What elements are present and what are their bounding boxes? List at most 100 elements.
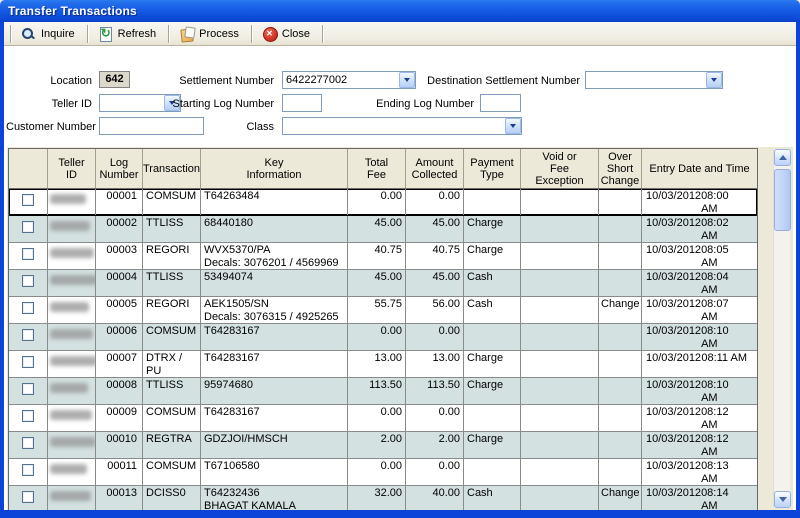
row-checkbox[interactable] [22,437,34,449]
row-checkbox[interactable] [22,221,34,233]
vertical-scrollbar[interactable] [773,149,791,508]
total-fee-cell: 40.75 [348,243,406,269]
customer-number-input[interactable] [99,117,204,135]
teller-id-select[interactable] [99,94,181,112]
row-checkbox[interactable] [22,464,34,476]
transaction-cell: DCISS0 [143,486,201,510]
table-row[interactable]: 00004 TTLISS 53494074 45.00 45.00 Cash 10/03/2… [9,270,757,297]
key-info-line2: Decals: 3076315 / 4925265 [204,311,339,323]
total-fee-cell: 45.00 [348,216,406,242]
key-information-cell: T64283167 [201,351,348,377]
destination-settlement-number-select[interactable] [585,71,723,89]
entry-date-time-cell: 10/03/2012 08:10 AM [642,324,757,350]
close-button[interactable]: Close [255,23,320,45]
row-select-cell [9,351,48,377]
key-info-line1: AEK1505/SN [204,298,269,310]
column-header-key-information[interactable]: Key Information [201,149,348,188]
settlement-number-select[interactable]: 6422277002 [282,71,416,89]
refresh-button[interactable]: Refresh [91,23,167,45]
entry-time: 08:11 AM [701,352,747,364]
log-number-cell: 00013 [96,486,143,510]
column-header-select[interactable] [9,149,48,188]
key-info-line1: T64263484 [204,190,260,202]
amount-collected-cell: 0.00 [406,189,464,215]
row-checkbox[interactable] [22,383,34,395]
column-header-payment-type[interactable]: Payment Type [464,149,521,188]
column-header-amount-collected[interactable]: Amount Collected [406,149,464,188]
row-checkbox[interactable] [22,491,34,503]
destination-settlement-number-value [586,72,706,88]
log-number-cell: 00002 [96,216,143,242]
transaction-cell: TTLISS [143,378,201,404]
ending-log-number-input[interactable] [480,94,521,112]
process-button[interactable]: Process [172,23,249,45]
scroll-down-button[interactable] [774,491,791,508]
close-icon [262,26,278,42]
row-checkbox[interactable] [22,410,34,422]
key-information-cell: GDZJOI/HMSCH [201,432,348,458]
entry-date-time-cell: 10/03/2012 08:12 AM [642,432,757,458]
table-row[interactable]: 00013 DCISS0 T64232436 BHAGAT KAMALA 32.00 40… [9,486,757,510]
payment-type-cell [464,405,521,431]
chevron-down-icon[interactable] [505,118,521,134]
void-or-fee-exception-cell [521,459,599,485]
column-header-log-number[interactable]: Log Number [96,149,143,188]
scrollbar-thumb[interactable] [774,169,791,231]
table-row[interactable]: 00011 COMSUM T67106580 0.00 0.00 10/03/2012 08… [9,459,757,486]
void-or-fee-exception-cell [521,324,599,350]
key-info-line1: GDZJOI/HMSCH [204,433,288,445]
over-short-change-cell [599,432,642,458]
scroll-up-button[interactable] [774,149,791,166]
amount-collected-cell: 45.00 [406,216,464,242]
table-row[interactable]: 00009 COMSUM T64283167 0.00 0.00 10/03/2012 08… [9,405,757,432]
void-or-fee-exception-cell [521,189,599,215]
void-or-fee-exception-cell [521,243,599,269]
teller-id-cell [48,351,96,377]
transaction-cell: COMSUM [143,459,201,485]
starting-log-number-label: Starting Log Number [172,98,275,110]
amount-collected-cell: 0.00 [406,459,464,485]
entry-date-time-cell: 10/03/2012 08:12 AM [642,405,757,431]
chevron-down-icon[interactable] [399,72,415,88]
entry-date-time-cell: 10/03/2012 08:00 AM [642,189,757,215]
chevron-down-icon[interactable] [164,95,180,111]
entry-time: 08:07 AM [701,298,729,323]
table-row[interactable]: 00002 TTLISS 68440180 45.00 45.00 Charge 10/03… [9,216,757,243]
column-header-entry-date-and-time[interactable]: Entry Date and Time [649,162,750,175]
table-row[interactable]: 00007 DTRX / PU T64283167 13.00 13.00 Charge 1… [9,351,757,378]
entry-time: 08:12 AM [701,433,729,458]
chevron-down-icon[interactable] [706,72,722,88]
table-row[interactable]: 00001 COMSUM T64263484 0.00 0.00 10/03/2012 08… [9,189,757,216]
payment-type-cell: Cash [464,486,521,510]
starting-log-number-input[interactable] [282,94,322,112]
class-select[interactable] [282,117,522,135]
row-checkbox[interactable] [22,356,34,368]
table-row[interactable]: 00006 COMSUM T64283167 0.00 0.00 10/03/2012 08… [9,324,757,351]
row-checkbox[interactable] [22,194,34,206]
transaction-cell: REGORI [143,243,201,269]
location-value: 642 [99,71,130,88]
row-select-cell [9,324,48,350]
table-row[interactable]: 00008 TTLISS 95974680 113.50 113.50 Charge 10/… [9,378,757,405]
column-header-over-short-change[interactable]: Over Short Change [599,149,642,188]
toolbar-separator [322,24,325,43]
table-row[interactable]: 00010 REGTRA GDZJOI/HMSCH 2.00 2.00 Charge 10/… [9,432,757,459]
log-number-cell: 00007 [96,351,143,377]
table-row[interactable]: 00003 REGORI WVX5370/PA Decals: 3076201 / 4… [9,243,757,270]
column-header-total-fee[interactable]: Total Fee [348,149,406,188]
total-fee-cell: 45.00 [348,270,406,296]
entry-time: 08:13 AM [701,460,729,485]
table-row[interactable]: 00005 REGORI AEK1505/SN Decals: 3076315 / 4… [9,297,757,324]
over-short-change-cell [599,324,642,350]
inquire-button[interactable]: Inquire [14,23,85,45]
column-header-void-or-fee-exception[interactable]: Void or Fee Exception [521,149,599,188]
log-number-cell: 00006 [96,324,143,350]
column-header-teller-id[interactable]: Teller ID [48,149,96,188]
row-checkbox[interactable] [22,329,34,341]
row-checkbox[interactable] [22,248,34,260]
row-checkbox[interactable] [22,302,34,314]
row-checkbox[interactable] [22,275,34,287]
transaction-cell: REGTRA [143,432,201,458]
column-header-transaction[interactable]: Transaction [143,149,201,188]
refresh-button-label: Refresh [117,27,157,40]
